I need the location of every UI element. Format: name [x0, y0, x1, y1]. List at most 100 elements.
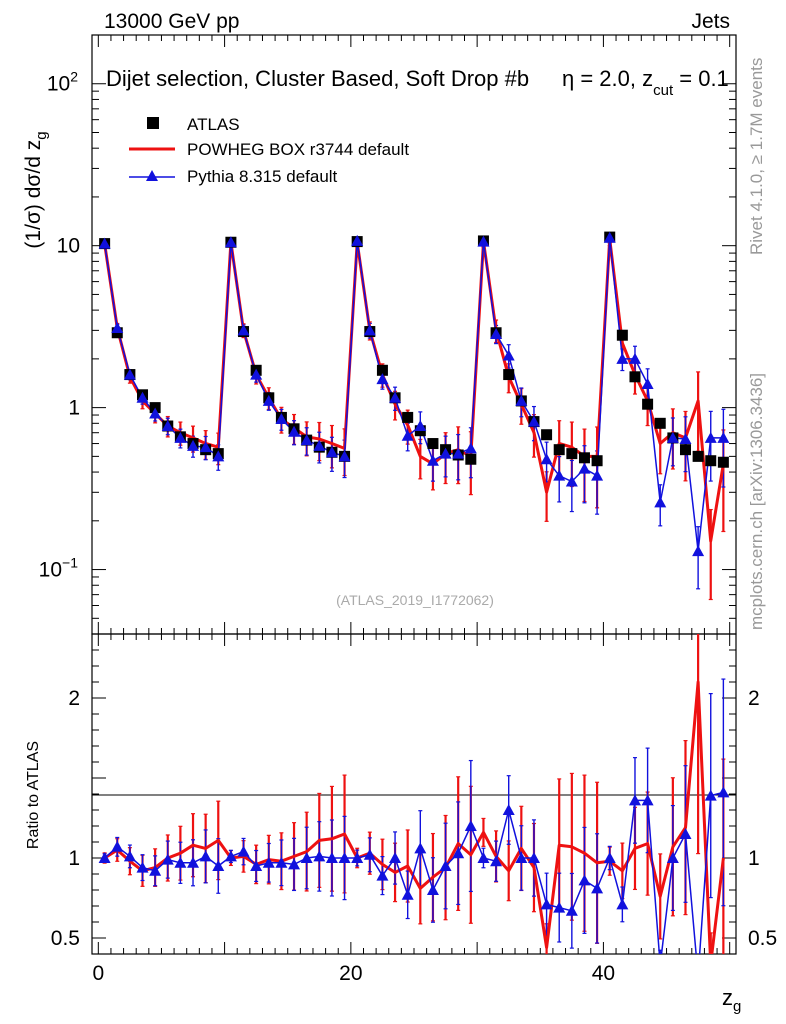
legend-powheg-label: POWHEG BOX r3744 default — [187, 140, 409, 159]
pythia-line — [103, 236, 724, 552]
atlas-point — [717, 456, 729, 468]
pythia-ratio-point — [565, 904, 578, 916]
pythia-ratio-point — [679, 828, 692, 839]
pythia-ratio-point — [187, 856, 200, 868]
pythia-ratio-point — [136, 861, 149, 873]
pythia-point — [452, 447, 465, 459]
pythia-ratio-point — [300, 852, 313, 863]
atlas-point — [566, 448, 578, 460]
pythia-point — [187, 439, 200, 451]
atlas-point — [376, 364, 388, 376]
legend-atlas-label: ATLAS — [187, 115, 240, 134]
atlas-point — [679, 444, 691, 456]
pythia-ratio-point — [603, 852, 616, 863]
pythia-point — [363, 324, 376, 336]
group-label: Jets — [691, 10, 730, 33]
legend-atlas-marker — [147, 117, 159, 129]
pythia-ratio-point — [174, 856, 187, 868]
atlas-point — [705, 455, 717, 467]
pythia-ratio-point — [591, 882, 604, 894]
selection-prefix: Dijet selection, Cluster Based, Soft Dro… — [106, 66, 529, 91]
pythia-point — [161, 420, 174, 432]
ratio-panel-frame — [91, 633, 737, 955]
atlas-point — [541, 429, 553, 441]
ratio-tick-label-right: 0.5 — [748, 927, 777, 950]
atlas-point — [591, 455, 603, 467]
pythia-point — [325, 446, 338, 458]
pythia-ratio-point — [452, 847, 465, 859]
pythia-point — [262, 394, 275, 406]
pythia-ratio-point — [654, 959, 666, 970]
pythia-point — [300, 434, 313, 446]
x-axis-label: zg — [722, 985, 741, 1015]
pythia-ratio-point — [275, 856, 288, 868]
pythia-ratio-point — [490, 855, 503, 867]
analysis-watermark: (ATLAS_2019_I1772062) — [336, 592, 494, 608]
pythia-ratio-point — [628, 794, 641, 806]
tick-labels: 102 10 1 10−1 2 2 1 1 0.5 0.5 0 20 40 — [39, 69, 778, 985]
pythia-point — [565, 475, 578, 487]
pythia-ratio-point — [262, 856, 275, 868]
pythia-ratio-point — [439, 860, 452, 871]
beam-label: 13000 GeV pp — [104, 10, 239, 33]
pythia-point — [704, 431, 717, 443]
selection-title: Dijet selection, Cluster Based, Soft Dro… — [106, 66, 729, 99]
pythia-point — [149, 407, 162, 419]
pythia-point — [553, 469, 566, 481]
pythia-point — [199, 441, 212, 453]
pythia-ratio-point — [224, 850, 237, 862]
x-tick-label: 20 — [339, 962, 362, 985]
atlas-point — [616, 329, 628, 341]
atlas-point — [692, 450, 704, 462]
pythia-ratio-point — [616, 898, 629, 910]
powheg-ratio-line — [103, 680, 725, 954]
pythia-ratio-point — [389, 852, 402, 863]
pythia-ratio-point — [325, 852, 338, 863]
selection-eta: η = 2.0, z — [562, 66, 653, 91]
pythia-ratio-point — [426, 884, 439, 895]
ratio-tick-label-left: 0.5 — [51, 927, 80, 950]
pythia-ratio-point — [692, 970, 704, 981]
pythia-ratio-point — [717, 786, 730, 798]
y-tick-label: 102 — [47, 69, 78, 96]
pythia-ratio-point — [641, 794, 654, 806]
pythia-ratio-point — [553, 901, 566, 913]
pythia-point — [275, 413, 288, 425]
pythia-point — [717, 431, 730, 443]
ratio-tick-label-right: 2 — [748, 687, 760, 710]
pythia-point — [679, 433, 692, 445]
mcplots-label: mcplots.cern.ch [arXiv:1306.3436] — [747, 373, 766, 630]
pythia-point — [464, 442, 477, 454]
y-axis-label-top: (1/σ) dσ/d zg — [22, 131, 50, 248]
pythia-point — [250, 368, 263, 380]
pythia-point — [288, 425, 301, 437]
pythia-ratio-point — [527, 852, 540, 863]
pythia-ratio-point — [515, 852, 528, 863]
atlas-point — [465, 453, 477, 465]
pythia-ratio-point — [149, 864, 162, 876]
top-panel-data — [98, 231, 730, 601]
pythia-ratio-point — [98, 852, 111, 863]
pythia-point — [641, 377, 654, 389]
pythia-ratio-point — [666, 852, 679, 863]
rivet-label: Rivet 4.1.0, ≥ 1.7M events — [747, 58, 766, 255]
pythia-point — [401, 429, 414, 441]
pythia-point — [666, 431, 679, 443]
ratio-tick-label-left: 2 — [68, 687, 80, 710]
pythia-point — [654, 496, 667, 508]
atlas-point — [578, 452, 590, 464]
pythia-ratio-point — [401, 888, 414, 900]
pythia-ratio-point — [212, 860, 225, 871]
pythia-point — [628, 352, 641, 364]
pythia-ratio-point — [250, 860, 263, 871]
pythia-point — [351, 234, 364, 246]
y-tick-label: 10−1 — [39, 555, 79, 582]
pythia-ratio-point — [376, 869, 389, 881]
pythia-ratio-point — [123, 850, 136, 862]
pythia-ratio-point — [313, 850, 326, 862]
pythia-point — [136, 391, 149, 403]
pythia-ratio-point — [477, 852, 490, 863]
pythia-point — [313, 439, 326, 451]
pythia-point — [616, 352, 629, 364]
